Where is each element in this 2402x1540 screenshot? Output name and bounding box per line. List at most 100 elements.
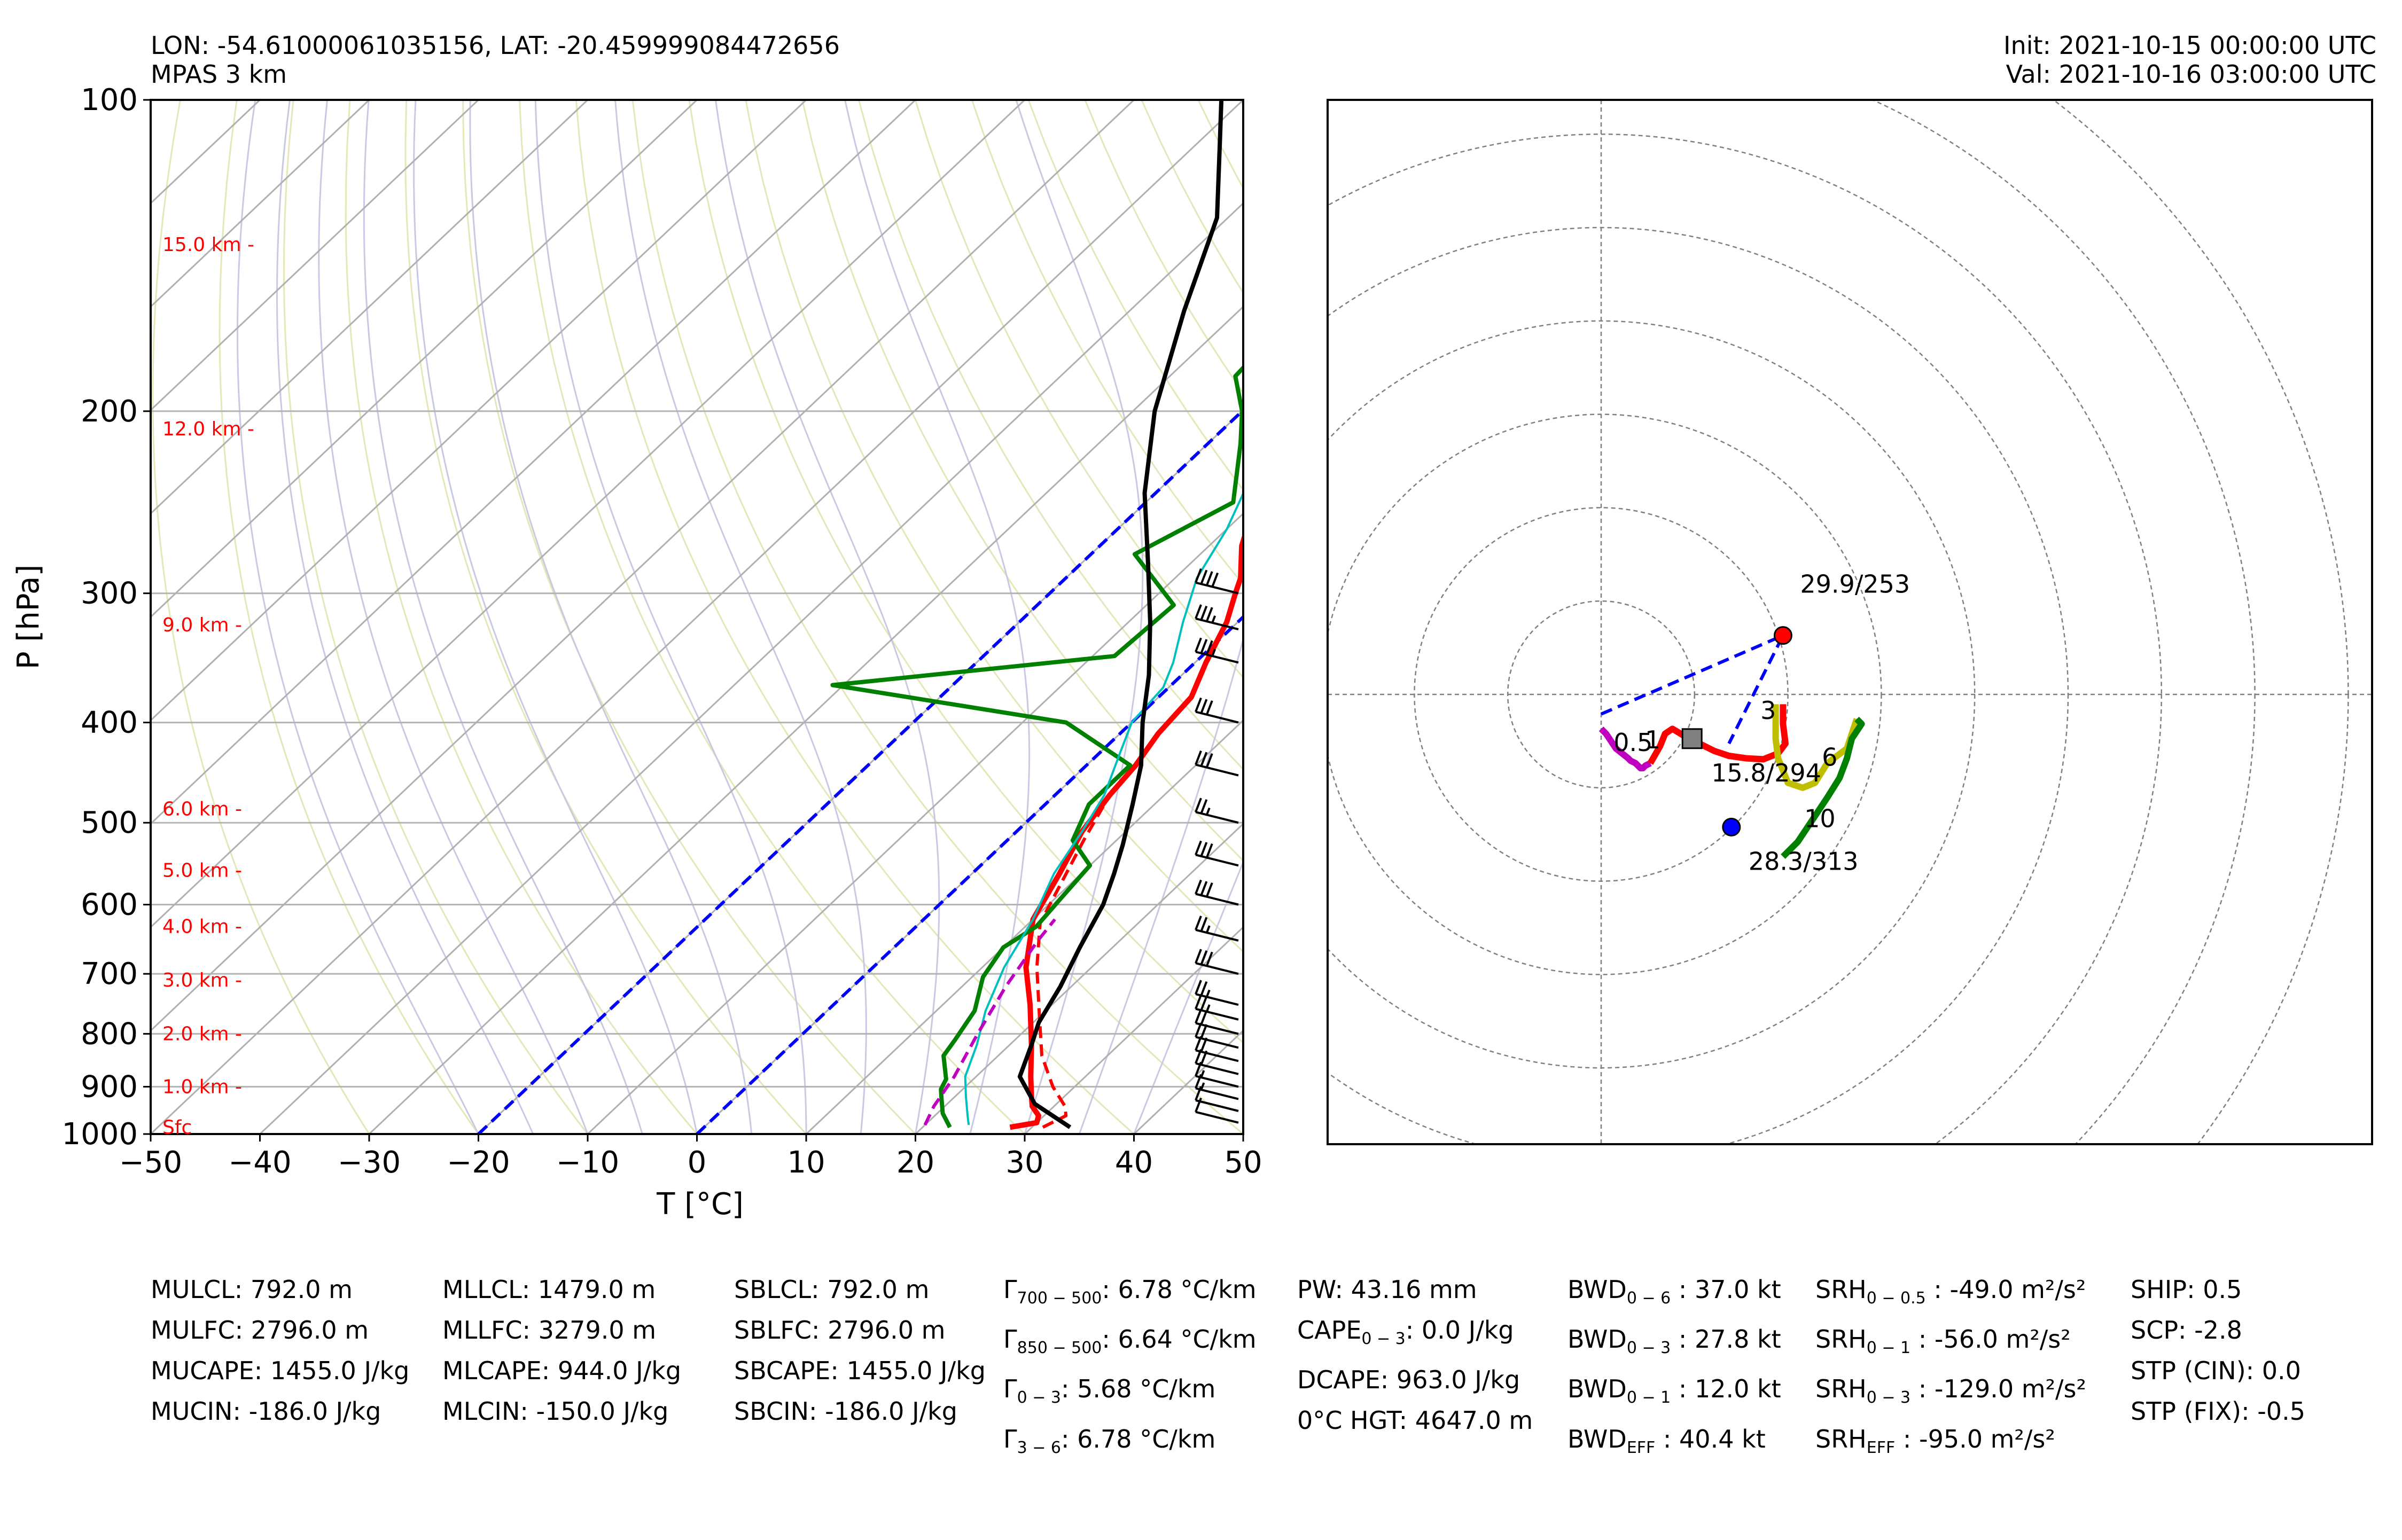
param-column-ml: MLLCL: 1479.0 m MLLFC: 3279.0 m MLCAPE: … <box>442 1269 681 1432</box>
moist-adiabat-line <box>363 100 643 1134</box>
wind-barb-flag <box>1205 753 1213 768</box>
wind-barb-shaft <box>1195 854 1239 867</box>
wind-barb-shaft <box>1195 1087 1239 1100</box>
param-mlcin: MLCIN: -150.0 J/kg <box>442 1397 669 1426</box>
wind-barb-flag <box>1205 843 1213 858</box>
moist-adiabat-line <box>714 100 940 1134</box>
dry-adiabat-line <box>1368 100 2402 1156</box>
moist-adiabat-line <box>469 100 753 1134</box>
hodograph-segment <box>1598 726 1652 771</box>
hodograph-height-label: 10 <box>1804 804 1836 833</box>
hodograph-ring <box>1328 100 2256 1144</box>
moist-adiabat-line <box>1133 859 1243 1134</box>
wind-barb-flag <box>1205 607 1213 622</box>
y-tick-label: 900 <box>81 1069 138 1104</box>
wind-barb <box>1195 750 1239 777</box>
param-sblfc: SBLFC: 2796.0 m <box>734 1316 946 1344</box>
wind-barb-flag <box>1211 572 1219 588</box>
wind-barb-shaft <box>1195 928 1239 942</box>
dry-adiabat-line <box>971 100 1243 586</box>
profile-parcel <box>1017 100 1224 1129</box>
mean-wind-label: 15.8/294 <box>1711 759 1821 787</box>
figure-header-left: LON: -54.61000061035156, LAT: -20.459999… <box>151 31 840 89</box>
param-bwd-0-3: BWD0 − 3 : 27.8 kt <box>1567 1325 1781 1358</box>
isotherm-line <box>151 100 479 411</box>
wind-barb-shaft <box>1195 1111 1239 1124</box>
param-srh-0-1: SRH0 − 1 : -56.0 m²/s² <box>1815 1325 2071 1358</box>
param-bwd-0-6: BWD0 − 6 : 37.0 kt <box>1567 1275 1781 1308</box>
dry-adiabat-line <box>152 100 370 1134</box>
hodograph-height-label: 1 <box>1645 725 1660 754</box>
x-tick-label: −10 <box>556 1145 619 1180</box>
wind-barb-flag <box>1195 1022 1202 1037</box>
wind-barb-half-flag <box>1205 989 1211 998</box>
x-tick-label: −30 <box>338 1145 401 1180</box>
x-tick-label: 50 <box>1224 1145 1262 1180</box>
wind-barb-flag <box>1195 949 1202 964</box>
param-stp-fix: STP (FIX): -0.5 <box>2131 1397 2305 1426</box>
y-tick-label: 600 <box>81 888 138 923</box>
x-tick-label: −20 <box>447 1145 510 1180</box>
moist-adiabat-line <box>534 100 807 1134</box>
wind-barb-flag <box>1195 697 1202 713</box>
dry-adiabat-line <box>914 100 1243 679</box>
wind-barb-flag <box>1200 917 1208 932</box>
dry-adiabat-line <box>404 100 808 1134</box>
isotherm-line <box>151 100 807 722</box>
param-column-moisture: PW: 43.16 mm CAPE0 − 3: 0.0 J/kg DCAPE: … <box>1297 1269 1533 1441</box>
storm-motion-marker <box>1773 626 1792 645</box>
dry-adiabat-line <box>345 100 698 1134</box>
wind-barb <box>1195 568 1239 595</box>
wind-barb <box>1195 1022 1239 1049</box>
x-tick-label: 40 <box>1115 1145 1153 1180</box>
param-column-composite: SHIP: 0.5 SCP: -2.8 STP (CIN): 0.0 STP (… <box>2131 1269 2305 1432</box>
profile-wet-bulb <box>964 491 1243 1125</box>
isotherm-line <box>259 202 1243 1134</box>
isotherm-line <box>1133 1029 1243 1134</box>
wind-barb-flag <box>1205 640 1213 655</box>
hodograph-frame <box>1327 99 2373 1145</box>
y-tick-label: 700 <box>81 957 138 991</box>
skewt-profiles <box>830 100 1243 1130</box>
wind-barb <box>1195 798 1239 824</box>
param-lapse-0-3: Γ0 − 3: 5.68 °C/km <box>1003 1374 1216 1408</box>
wind-barb-flag <box>1205 700 1213 715</box>
wind-barb-shaft <box>1195 1007 1239 1021</box>
location-label: LON: -54.61000061035156, LAT: -20.459999… <box>151 31 840 60</box>
dry-adiabat-line <box>631 100 1243 1134</box>
profile-temperature <box>1009 531 1243 1130</box>
wind-barb-shaft <box>1195 1036 1239 1049</box>
wind-barb-flag <box>1200 981 1208 996</box>
dry-adiabat-line <box>575 100 1135 1134</box>
param-bwd-0-1: BWD0 − 1 : 12.0 kt <box>1567 1374 1781 1408</box>
dry-adiabat-line <box>745 100 1243 953</box>
wind-barb <box>1195 916 1239 942</box>
wind-barb-shaft <box>1195 617 1239 630</box>
moist-adiabat-line <box>276 100 534 1134</box>
height-label: 2.0 km - <box>162 1023 242 1045</box>
wind-barb-shaft <box>1195 581 1239 595</box>
wind-barb <box>1195 840 1239 867</box>
wind-barb-flag <box>1205 951 1213 967</box>
y-tick-label: 500 <box>81 806 138 840</box>
dry-adiabat-line <box>1424 100 2402 1156</box>
wind-barb <box>1195 1009 1239 1035</box>
height-label: 4.0 km - <box>162 916 242 938</box>
wind-barb <box>1195 637 1239 664</box>
isotherm-line <box>805 719 1243 1134</box>
init-time-label: Init: 2021-10-15 00:00:00 UTC <box>2003 31 2376 60</box>
height-label: 3.0 km - <box>162 970 242 991</box>
y-tick-label: 100 <box>81 83 138 118</box>
param-mulcl: MULCL: 792.0 m <box>151 1275 353 1304</box>
height-label: 1.0 km - <box>162 1076 242 1098</box>
moist-adiabat-line <box>237 100 479 1134</box>
y-tick-label: 400 <box>81 706 138 740</box>
x-axis-label: T [°C] <box>656 1187 744 1222</box>
hodograph-segment <box>1772 704 1860 791</box>
dry-adiabat-line <box>518 100 1026 1134</box>
param-sbcin: SBCIN: -186.0 J/kg <box>734 1397 957 1426</box>
wind-barb-shaft <box>1195 651 1239 664</box>
dry-adiabat-line <box>1084 100 1243 395</box>
figure-header-right: Init: 2021-10-15 00:00:00 UTC Val: 2021-… <box>2003 31 2376 89</box>
